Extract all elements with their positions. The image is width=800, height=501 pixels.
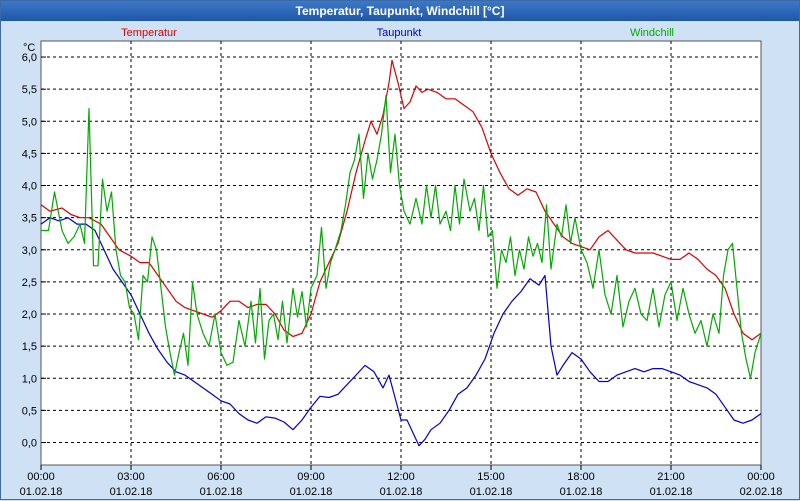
x-tick-time: 21:00	[657, 471, 685, 483]
x-tick-date: 01.02.18	[380, 486, 423, 498]
y-tick-label: 5,5	[22, 84, 37, 96]
legend-temperatur: Temperatur	[121, 27, 177, 39]
x-tick-time: 06:00	[207, 471, 235, 483]
y-tick-label: 5,0	[22, 116, 37, 128]
series-line-temperatur	[40, 59, 762, 341]
window-title: Temperatur, Taupunkt, Windchill [°C]	[1, 1, 799, 21]
x-tick-time: 00:00	[747, 471, 775, 483]
legend-taupunkt: Taupunkt	[377, 27, 422, 39]
x-tick-date: 01.02.18	[20, 486, 63, 498]
x-tick-time: 15:00	[477, 471, 505, 483]
y-tick-label: 0,5	[22, 405, 37, 417]
x-tick-date: 01.02.18	[290, 486, 333, 498]
x-tick-date: 01.02.18	[110, 486, 153, 498]
series-line-windchill	[41, 94, 762, 379]
x-tick-time: 18:00	[567, 471, 595, 483]
series-group	[40, 59, 762, 447]
x-tick-date: 01.02.18	[560, 486, 603, 498]
y-tick-label: 4,5	[22, 148, 37, 160]
x-axis: 00:00 01.02.18 03:00 01.02.18 06:00 01.02.18 0…	[20, 465, 783, 498]
y-tick-label: 3,5	[22, 213, 37, 225]
x-tick-date: 02.02.18	[740, 486, 783, 498]
y-tick-label: 1,0	[22, 373, 37, 385]
x-tick-time: 12:00	[387, 471, 415, 483]
y-tick-label: 2,0	[22, 309, 37, 321]
x-tick-date: 01.02.18	[650, 486, 693, 498]
x-tick-time: 00:00	[27, 471, 55, 483]
y-tick-label: 0,0	[22, 438, 37, 450]
x-tick-date: 01.02.18	[200, 486, 243, 498]
legend-windchill: Windchill	[630, 27, 674, 39]
y-tick-label: 1,5	[22, 341, 37, 353]
y-tick-label: 4,0	[22, 181, 37, 193]
x-tick-time: 03:00	[117, 471, 145, 483]
y-tick-label: 2,5	[22, 277, 37, 289]
x-tick-date: 01.02.18	[470, 486, 513, 498]
y-axis-unit: °C	[23, 42, 35, 54]
series-line-taupunkt	[40, 217, 762, 447]
y-tick-label: 6,0	[22, 52, 37, 64]
y-axis: 0,0 0,5 1,0 1,5 2,0 2,5 3,0 3,5 4,0 4,5 5,0 5,5 6,0	[22, 52, 46, 450]
x-tick-time: 09:00	[297, 471, 325, 483]
y-tick-label: 3,0	[22, 245, 37, 257]
